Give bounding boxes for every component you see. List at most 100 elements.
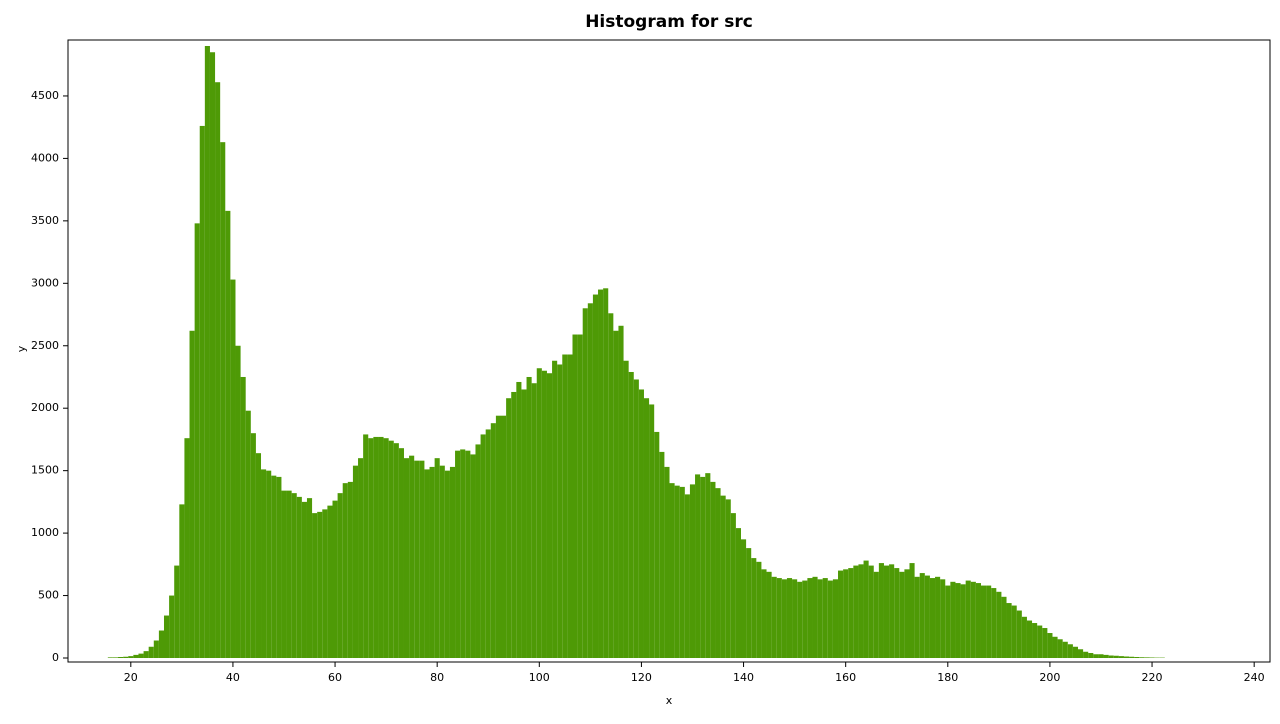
bar [169, 596, 174, 658]
bar [864, 561, 869, 658]
bar [133, 655, 138, 658]
bar [925, 576, 930, 658]
bar [292, 493, 297, 658]
bar [1083, 652, 1088, 658]
bar [996, 592, 1001, 658]
bar [991, 588, 996, 658]
bar [670, 483, 675, 658]
bar [164, 616, 169, 658]
bar [210, 52, 215, 658]
bar [613, 331, 618, 658]
x-axis-label: x [666, 694, 673, 707]
bar [1114, 656, 1119, 658]
bar [123, 657, 128, 658]
bar [455, 451, 460, 658]
bar [807, 578, 812, 658]
bar [256, 453, 261, 658]
bar [138, 654, 143, 658]
bar [1058, 639, 1063, 658]
bar [772, 577, 777, 658]
bar [986, 586, 991, 658]
bar [624, 361, 629, 658]
bar [782, 579, 787, 658]
bar [205, 46, 210, 658]
bar [787, 578, 792, 658]
bar [751, 558, 756, 658]
y-tick-label: 2000 [31, 401, 59, 414]
bar [659, 452, 664, 658]
bar [368, 438, 373, 658]
bar [680, 487, 685, 658]
bar [516, 382, 521, 658]
bar [935, 577, 940, 658]
x-tick-label: 60 [328, 671, 342, 684]
x-tick-label: 20 [124, 671, 138, 684]
y-tick-label: 1000 [31, 526, 59, 539]
bar [777, 578, 782, 658]
bar [940, 579, 945, 658]
bar [159, 631, 164, 658]
bar [920, 573, 925, 658]
bar [358, 458, 363, 658]
bar [389, 441, 394, 658]
y-tick-label: 4000 [31, 151, 59, 164]
bar [521, 389, 526, 658]
bar [1078, 649, 1083, 658]
chart-title: Histogram for src [585, 12, 753, 32]
bar [710, 482, 715, 658]
bar [879, 563, 884, 658]
bar [889, 564, 894, 658]
bar [1068, 644, 1073, 658]
bar [373, 437, 378, 658]
bar [537, 368, 542, 658]
bar [1073, 647, 1078, 658]
bar [705, 473, 710, 658]
bar [675, 486, 680, 658]
y-tick-label: 1500 [31, 464, 59, 477]
bar [424, 469, 429, 658]
bar [685, 494, 690, 658]
bar [241, 377, 246, 658]
bar [435, 458, 440, 658]
bar [802, 581, 807, 658]
bar [848, 568, 853, 658]
bar [981, 586, 986, 658]
x-tick-label: 40 [226, 671, 240, 684]
bar [971, 582, 976, 658]
x-tick-label: 160 [835, 671, 856, 684]
bar [307, 498, 312, 658]
bar [230, 280, 235, 658]
x-tick-label: 180 [937, 671, 958, 684]
bar [475, 444, 480, 658]
bar [1124, 657, 1129, 658]
x-tick-label: 140 [733, 671, 754, 684]
bar [542, 371, 547, 658]
bar [246, 411, 251, 658]
bar [322, 509, 327, 658]
bar [1119, 656, 1124, 658]
bar [1063, 642, 1068, 658]
bar [317, 512, 322, 658]
bar [756, 562, 761, 658]
bar [276, 477, 281, 658]
bar [603, 288, 608, 658]
bar [184, 438, 189, 658]
bar [552, 361, 557, 658]
bar [869, 566, 874, 658]
bar [634, 379, 639, 658]
bar [470, 454, 475, 658]
bar [419, 461, 424, 658]
bar [261, 469, 266, 658]
bar [460, 449, 465, 658]
bar [440, 466, 445, 658]
bar [190, 331, 195, 658]
bar [930, 578, 935, 658]
bar [333, 501, 338, 658]
bar [486, 429, 491, 658]
bar [144, 651, 149, 658]
bar [491, 423, 496, 658]
bar [1109, 656, 1114, 658]
bar [287, 491, 292, 658]
bar [904, 569, 909, 658]
bar [506, 398, 511, 658]
